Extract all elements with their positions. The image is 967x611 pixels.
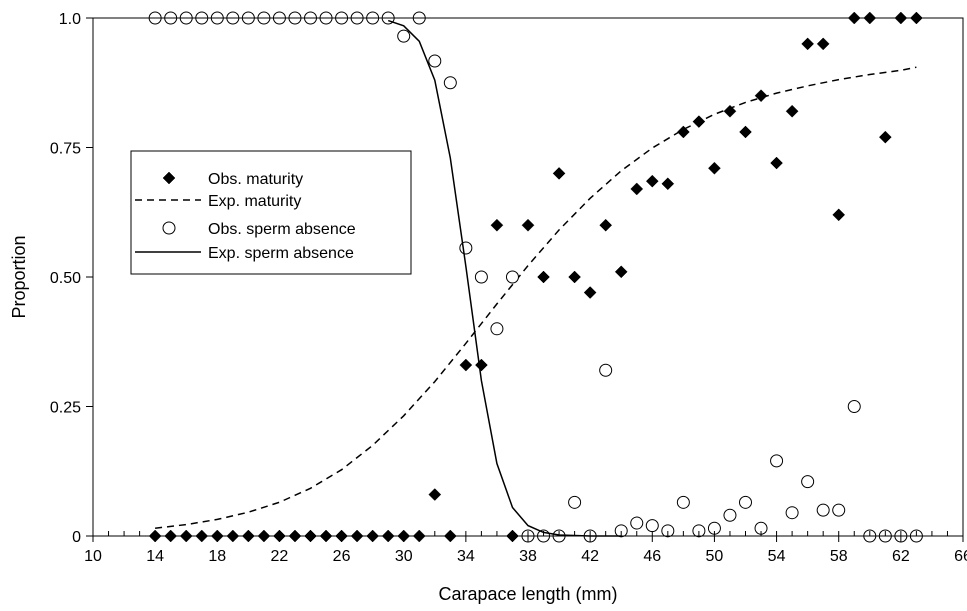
legend-box	[130, 150, 412, 275]
data-point	[428, 488, 442, 501]
legend-label: Obs. sperm absence	[208, 221, 356, 238]
data-point	[708, 161, 721, 175]
data-point	[785, 506, 799, 520]
data-point	[739, 125, 752, 139]
series-layer	[148, 11, 923, 543]
data-point	[614, 265, 628, 279]
x-tick-label: 62	[892, 548, 910, 565]
data-point	[661, 524, 675, 538]
data-point	[443, 76, 457, 90]
series-obs-sperm-absence	[148, 11, 923, 543]
data-point	[459, 358, 473, 372]
data-point	[568, 495, 582, 509]
data-point	[537, 270, 550, 284]
data-point	[692, 524, 706, 538]
axes-layer: 10 14 18 22 26 30 34 38 42 46 50 54 58 62 66 0 0.25 0.50 0…	[50, 11, 967, 565]
legend-label: Exp. sperm absence	[208, 245, 354, 262]
x-tick-label: 22	[271, 548, 289, 565]
data-point	[832, 503, 846, 517]
data-point	[552, 167, 566, 180]
legend: Obs. maturity Exp. maturity Obs. sperm abs…	[130, 150, 412, 275]
x-tick-label: 18	[208, 548, 226, 565]
x-tick-label: 38	[519, 548, 537, 565]
data-point	[490, 218, 504, 232]
data-point	[474, 270, 488, 284]
data-point	[723, 104, 737, 118]
data-point	[801, 37, 814, 51]
y-tick-label: 0	[72, 529, 81, 546]
y-tick-label: 1.0	[59, 11, 81, 28]
legend-label: Obs. maturity	[208, 171, 303, 188]
x-tick-label: 34	[457, 548, 475, 565]
x-tick-label: 30	[395, 548, 413, 565]
x-tick-label: 26	[333, 548, 351, 565]
data-point	[801, 475, 815, 489]
y-tick-label: 0.50	[50, 270, 81, 287]
data-point	[676, 495, 690, 509]
data-point	[645, 174, 659, 188]
legend-marker-swatch	[162, 171, 176, 185]
data-point	[878, 130, 892, 144]
x-tick-label: 50	[706, 548, 724, 565]
x-tick-label: 54	[768, 548, 786, 565]
data-point	[770, 156, 783, 170]
data-point	[739, 495, 752, 509]
data-point	[630, 182, 644, 196]
x-tick-label: 58	[830, 548, 848, 565]
series-line	[155, 66, 917, 529]
data-point	[614, 524, 628, 538]
y-tick-label: 0.75	[50, 141, 81, 158]
data-point	[785, 104, 799, 118]
data-point	[583, 286, 597, 299]
data-point	[770, 454, 784, 468]
data-point	[490, 322, 504, 336]
data-point	[723, 508, 737, 522]
data-point	[428, 54, 442, 68]
data-point	[521, 218, 535, 232]
data-point	[397, 29, 411, 43]
data-point	[505, 270, 519, 284]
x-tick-label: 10	[84, 548, 102, 565]
x-tick-label: 46	[643, 548, 661, 565]
data-point	[599, 218, 613, 232]
data-point	[645, 519, 659, 533]
x-tick-label: 14	[146, 548, 164, 565]
data-point	[630, 516, 644, 530]
series-exp-maturity	[155, 66, 917, 529]
data-point	[832, 208, 846, 222]
y-tick-label: 0.25	[50, 400, 81, 417]
x-tick-label: 42	[581, 548, 599, 565]
data-point	[847, 400, 861, 413]
x-tick-label: 66	[954, 548, 967, 565]
data-point	[816, 37, 830, 51]
data-point	[816, 503, 830, 517]
data-point	[677, 125, 690, 139]
data-point	[599, 363, 613, 377]
legend-marker-swatch	[162, 221, 176, 235]
y-axis-title: Proportion	[9, 235, 29, 318]
data-point	[568, 270, 581, 284]
series-obs-maturity	[148, 11, 923, 543]
x-axis-title: Carapace length (mm)	[438, 584, 617, 604]
data-point	[754, 89, 768, 103]
data-point	[459, 241, 473, 255]
data-point	[661, 177, 675, 191]
legend-label: Exp. maturity	[208, 193, 301, 210]
